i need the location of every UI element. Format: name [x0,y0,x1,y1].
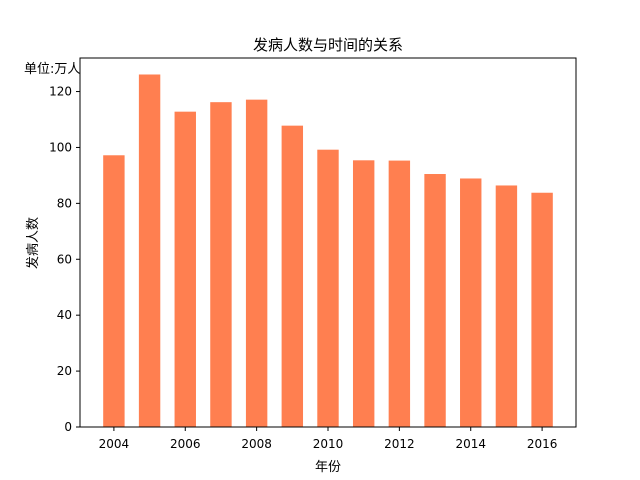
plot-frame [79,57,577,428]
x-tick-label-2008: 2008 [241,437,272,451]
y-tick-label-120: 120 [49,85,72,99]
bar-2013 [424,174,446,427]
y-tick-label-80: 80 [57,196,72,210]
y-tick-label-0: 0 [64,420,72,434]
bar-2014 [460,178,482,427]
x-axis-title: 年份 [315,460,341,475]
bars-group [103,74,553,428]
chart-title: 发病人数与时间的关系 [253,36,403,54]
y-tick-label-20: 20 [57,364,72,378]
x-tick-label-2006: 2006 [170,437,201,451]
bar-2009 [281,125,304,428]
bar-2005 [138,74,161,428]
bar-2015 [495,185,518,427]
bar-2012 [388,160,411,427]
bar-2016 [531,192,553,427]
y-tick-label-40: 40 [57,308,72,322]
y-axis-ticks: 0 20 40 60 80 100 120 [49,85,80,434]
bar-2004 [103,155,125,427]
bar-2011 [352,160,375,427]
x-axis-ticks: 2004 2006 2008 2010 2012 2014 2016 [99,427,558,451]
bar-2010 [317,149,339,427]
bar-2008 [245,99,268,428]
y-axis-title: 发病人数 [25,217,41,269]
x-tick-label-2010: 2010 [313,437,344,451]
bar-2006 [174,111,196,428]
y-tick-label-100: 100 [49,140,72,154]
x-tick-label-2012: 2012 [384,437,415,451]
y-tick-label-60: 60 [57,252,72,266]
x-tick-label-2016: 2016 [527,437,558,451]
unit-label: 单位:万人 [24,62,80,77]
x-tick-label-2004: 2004 [99,437,130,451]
x-tick-label-2014: 2014 [455,437,486,451]
bar-2007 [210,102,232,428]
